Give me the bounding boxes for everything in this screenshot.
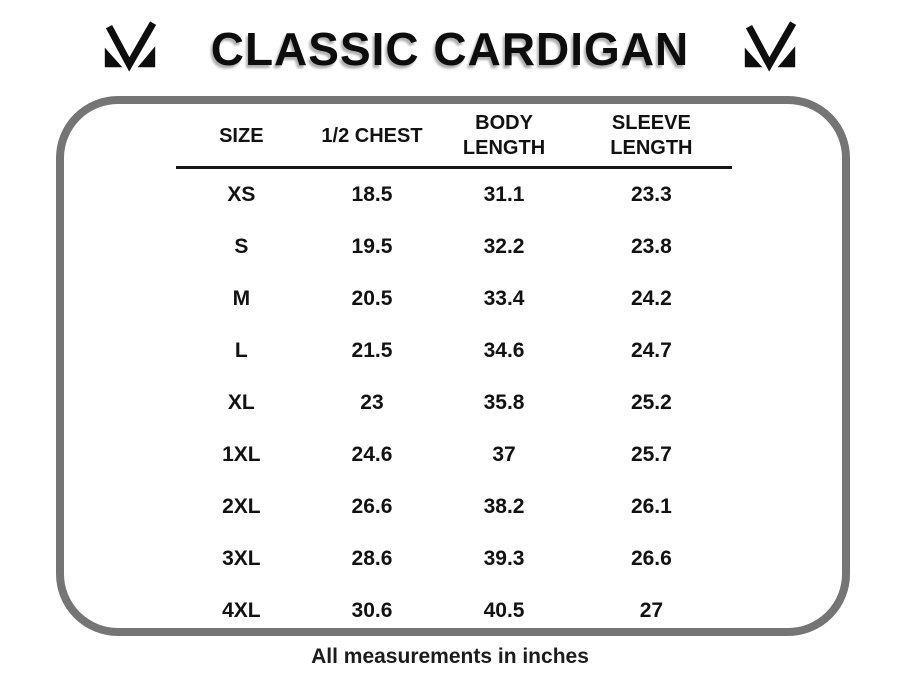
table-row: L 21.5 34.6 24.7 (176, 325, 732, 377)
body-length-cell: 39.3 (483, 547, 525, 570)
table-row: S 19.5 32.2 23.8 (176, 221, 732, 273)
size-cell: 3XL (222, 547, 261, 570)
sleeve-length-cell: 23.8 (630, 235, 672, 258)
sleeve-length-cell: 25.2 (630, 391, 672, 414)
sleeve-length-cell: 24.7 (630, 339, 672, 362)
body-length-cell: 31.1 (483, 183, 525, 206)
body-length-cell: 38.2 (483, 495, 525, 518)
half-chest-cell: 28.6 (351, 547, 393, 570)
table-row: 2XL 26.6 38.2 26.1 (176, 481, 732, 533)
table-row: 1XL 24.6 37 25.7 (176, 429, 732, 481)
half-chest-cell: 24.6 (351, 443, 393, 466)
brand-m-logo-icon (735, 16, 805, 82)
body-length-cell: 34.6 (483, 339, 525, 362)
table-row: XS 18.5 31.1 23.3 (176, 168, 732, 222)
measurements-note: All measurements in inches (311, 645, 589, 668)
half-chest-cell: 18.5 (351, 183, 393, 206)
table-row: XL 23 35.8 25.2 (176, 377, 732, 429)
half-chest-cell: 21.5 (351, 339, 393, 362)
body-length-cell: 32.2 (483, 235, 525, 258)
half-chest-cell: 23 (360, 391, 384, 414)
column-header-half-chest: 1/2 CHEST (306, 110, 438, 169)
sleeve-length-cell: 24.2 (630, 287, 672, 310)
body-length-cell: 35.8 (483, 391, 525, 414)
half-chest-cell: 20.5 (351, 287, 393, 310)
size-chart-table: SIZE 1/2 CHEST BODY LENGTH SLEEVE LENGTH… (176, 110, 732, 637)
size-cell: L (234, 339, 248, 362)
body-length-cell: 33.4 (483, 287, 525, 310)
brand-m-logo-icon (95, 16, 165, 82)
column-header-size: SIZE (176, 110, 307, 169)
size-cell: XL (227, 391, 255, 414)
rounded-frame (56, 96, 850, 636)
half-chest-cell: 26.6 (351, 495, 393, 518)
size-cell: 2XL (222, 495, 261, 518)
sleeve-length-cell: 25.7 (630, 443, 672, 466)
table-row: 3XL 28.6 39.3 26.6 (176, 533, 732, 585)
header-row: SIZE 1/2 CHEST BODY LENGTH SLEEVE LENGTH (176, 110, 732, 169)
sleeve-length-cell: 23.3 (630, 183, 672, 206)
page-title: CLASSIC CARDIGAN (210, 23, 690, 75)
size-cell: 1XL (222, 443, 261, 466)
size-cell: XS (227, 183, 256, 206)
header: CLASSIC CARDIGAN (0, 4, 900, 94)
size-cell: S (234, 235, 249, 258)
size-cell: M (232, 287, 251, 310)
sleeve-length-cell: 26.6 (630, 547, 672, 570)
half-chest-cell: 19.5 (351, 235, 393, 258)
size-cell: 4XL (222, 599, 261, 622)
body-length-cell: 37 (492, 443, 516, 466)
body-length-cell: 40.5 (483, 599, 525, 622)
sleeve-length-cell: 27 (639, 599, 664, 622)
column-header-body-length: BODY LENGTH (437, 110, 571, 169)
table-row: M 20.5 33.4 24.2 (176, 273, 732, 325)
column-header-sleeve-length: SLEEVE LENGTH (570, 110, 732, 169)
half-chest-cell: 30.6 (351, 599, 393, 622)
sleeve-length-cell: 26.1 (630, 495, 672, 518)
table-row: 4XL 30.6 40.5 27 (176, 585, 732, 637)
